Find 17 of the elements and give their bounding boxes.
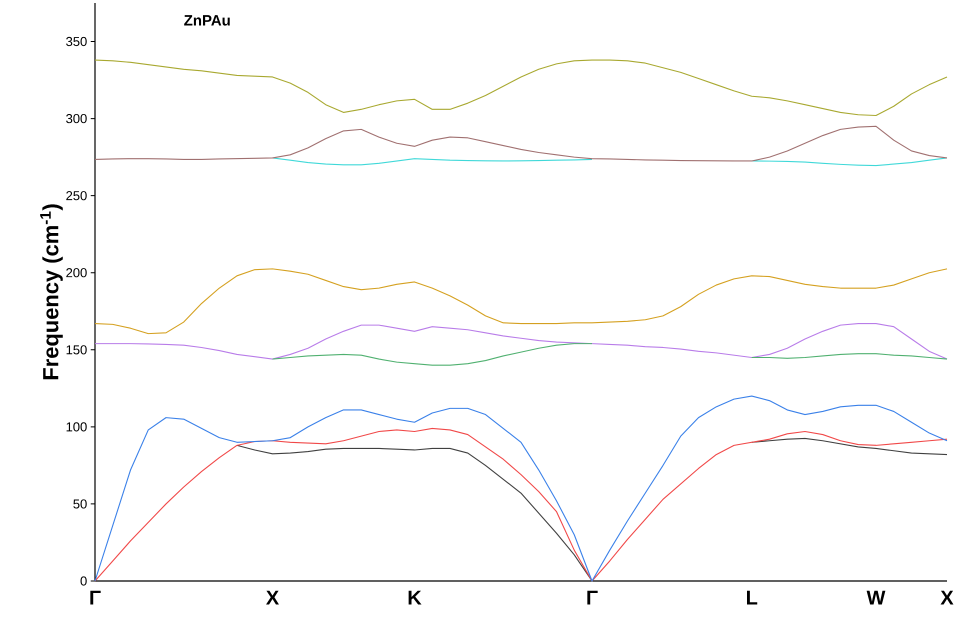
x-tick-label: Γ (587, 590, 598, 604)
y-tick-label: 200 (66, 268, 87, 278)
y-tick-label: 350 (66, 36, 87, 46)
x-tick-label: W (866, 590, 886, 604)
y-tick-label: 150 (66, 345, 87, 354)
x-tick-label: K (408, 590, 422, 604)
y-tick-label: 250 (66, 191, 87, 200)
y-tick-label: 300 (66, 114, 87, 124)
x-tick-label: L (746, 590, 758, 604)
y-axis-title: Frequency (cm$^{-1}$) (40, 204, 63, 380)
x-tick-label: X (940, 590, 954, 604)
x-tick-label: Γ (90, 590, 101, 604)
y-tick-label: 0 (80, 576, 87, 586)
y-tick-label: 50 (73, 499, 87, 509)
x-tick-label: X (266, 590, 279, 604)
text: ZnPAu (184, 15, 230, 26)
y-tick-label: 100 (66, 422, 87, 432)
